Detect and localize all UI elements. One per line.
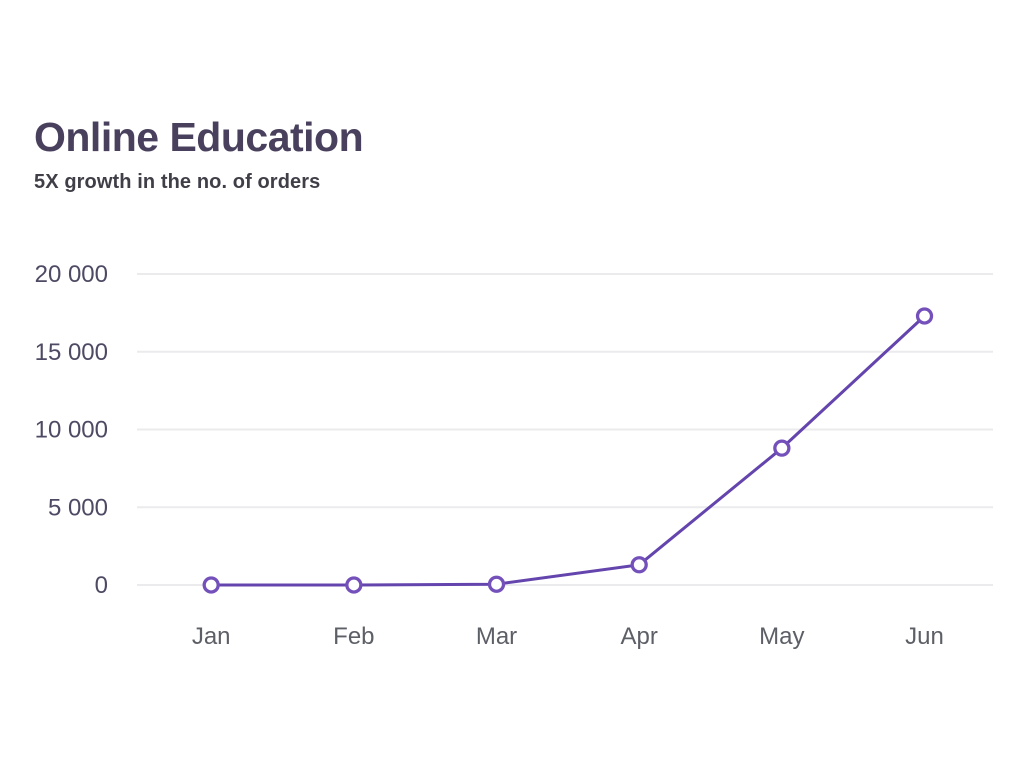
data-point-marker (630, 556, 648, 574)
data-point-marker (345, 576, 363, 594)
y-tick-label: 15 000 (35, 339, 108, 366)
data-point-marker (487, 575, 506, 593)
chart-title: Online Education (34, 114, 364, 160)
x-tick-label: Apr (621, 623, 658, 650)
x-tick-label: Mar (476, 623, 517, 650)
y-tick-label: 20 000 (35, 261, 108, 288)
chart-header: Online Education 5X growth in the no. of… (34, 113, 364, 194)
y-tick-label: 10 000 (35, 417, 108, 444)
series-line (209, 314, 927, 587)
y-tick-label: 0 (95, 572, 108, 599)
data-point-marker (915, 307, 934, 325)
chart-subtitle: 5X growth in the no. of orders (34, 171, 321, 194)
data-point-marker (773, 439, 791, 457)
x-tick-label: Feb (333, 623, 374, 650)
y-tick-label: 5 000 (48, 494, 108, 521)
data-point-marker (202, 576, 220, 594)
x-tick-label: May (759, 623, 804, 650)
x-tick-label: Jan (192, 623, 231, 650)
x-tick-label: Jun (905, 623, 944, 650)
